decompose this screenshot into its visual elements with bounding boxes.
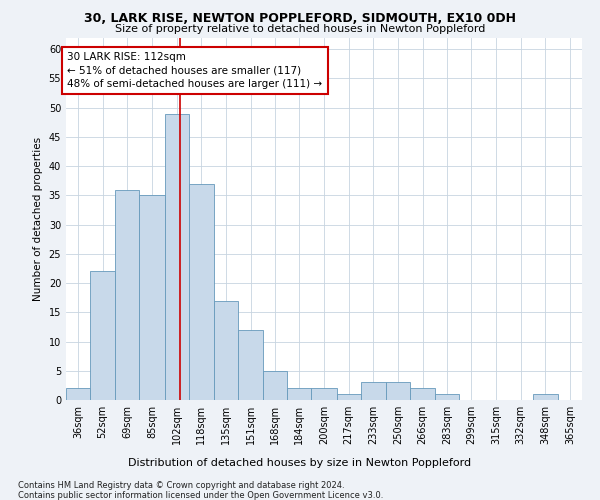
Bar [238, 330, 263, 400]
Bar [165, 114, 188, 400]
Text: Contains HM Land Registry data © Crown copyright and database right 2024.: Contains HM Land Registry data © Crown c… [18, 481, 344, 490]
Bar [263, 371, 287, 400]
Text: Distribution of detached houses by size in Newton Poppleford: Distribution of detached houses by size … [128, 458, 472, 468]
Bar [214, 300, 238, 400]
Bar [115, 190, 139, 400]
Text: 30 LARK RISE: 112sqm
← 51% of detached houses are smaller (117)
48% of semi-deta: 30 LARK RISE: 112sqm ← 51% of detached h… [67, 52, 323, 88]
Text: 30, LARK RISE, NEWTON POPPLEFORD, SIDMOUTH, EX10 0DH: 30, LARK RISE, NEWTON POPPLEFORD, SIDMOU… [84, 12, 516, 26]
Y-axis label: Number of detached properties: Number of detached properties [33, 136, 43, 301]
Bar [66, 388, 90, 400]
Text: Size of property relative to detached houses in Newton Poppleford: Size of property relative to detached ho… [115, 24, 485, 34]
Bar [311, 388, 337, 400]
Bar [361, 382, 386, 400]
Text: Contains public sector information licensed under the Open Government Licence v3: Contains public sector information licen… [18, 491, 383, 500]
Bar [287, 388, 311, 400]
Bar [533, 394, 558, 400]
Bar [436, 394, 460, 400]
Bar [337, 394, 361, 400]
Bar [90, 272, 115, 400]
Bar [188, 184, 214, 400]
Bar [139, 196, 165, 400]
Bar [386, 382, 410, 400]
Bar [410, 388, 436, 400]
